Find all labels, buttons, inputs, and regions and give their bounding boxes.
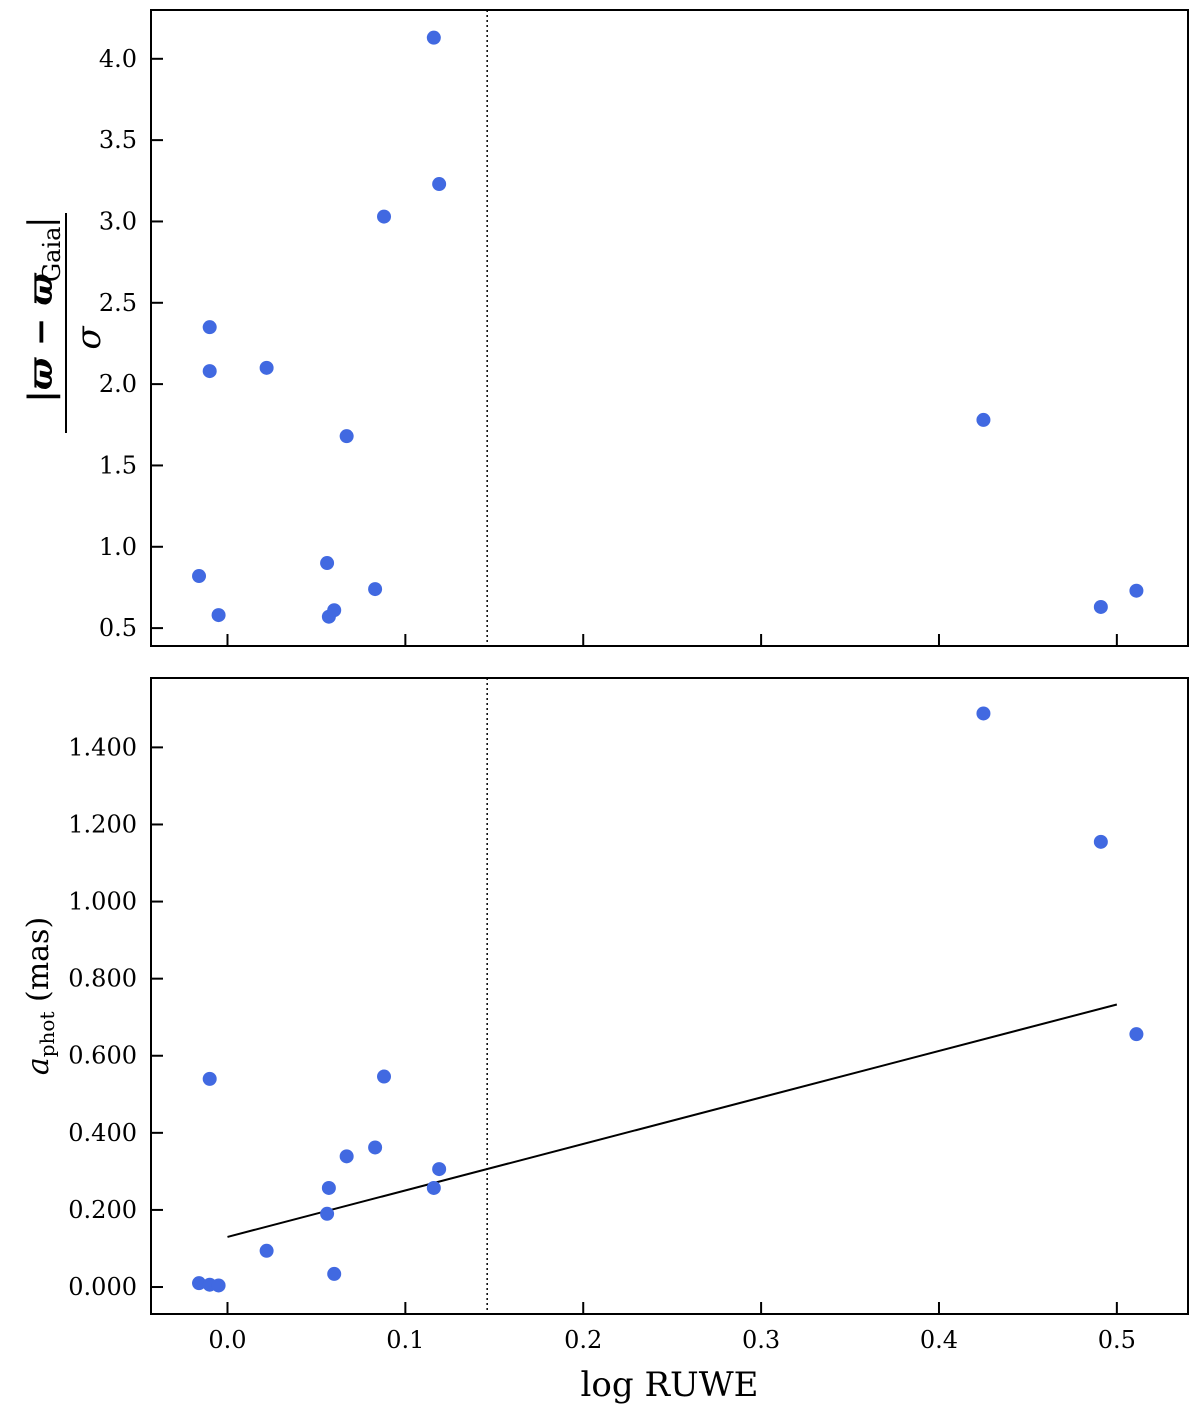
y-tick-label: 0.800 <box>68 965 137 993</box>
y-axis-subscript: Gaia <box>38 227 66 282</box>
data-point <box>339 1149 354 1164</box>
data-point <box>202 1071 217 1086</box>
data-point <box>976 706 991 721</box>
data-point <box>368 582 383 597</box>
plot-frame <box>150 9 1189 647</box>
y-axis-denominator: σ <box>69 326 109 350</box>
y-axis-label-text: aphot (mas) <box>21 917 59 1075</box>
x-tick-label: 0.4 <box>920 1326 958 1354</box>
x-tick-label: 0.0 <box>208 1326 246 1354</box>
y-tick-label: 0.200 <box>68 1196 137 1224</box>
data-point <box>432 1162 447 1177</box>
y-tick-label: 0.600 <box>68 1042 137 1070</box>
y-tick-label: 0.000 <box>68 1273 137 1301</box>
x-axis-label: log RUWE <box>581 1365 759 1405</box>
y-tick-label: 1.000 <box>68 888 137 916</box>
data-point <box>192 1276 207 1291</box>
data-point <box>1129 583 1144 598</box>
x-tick-label: 0.3 <box>742 1326 780 1354</box>
y-tick-label: 2.0 <box>99 370 137 398</box>
y-tick-label: 4.0 <box>99 45 137 73</box>
data-point <box>377 1069 392 1084</box>
x-tick-label: 0.1 <box>386 1326 424 1354</box>
y-tick-label: 1.400 <box>68 733 137 761</box>
data-point <box>976 412 991 427</box>
y-tick-label: 2.5 <box>99 289 137 317</box>
data-point <box>432 177 447 192</box>
bottom-panel: 0.000 0.200 0.400 0.600 0.800 1.000 1.200 1.400… <box>21 677 1189 1405</box>
plot-frame <box>150 677 1189 1315</box>
data-point <box>259 1243 274 1258</box>
data-point <box>426 30 441 45</box>
data-point <box>202 320 217 335</box>
x-tick-label: 0.5 <box>1098 1326 1136 1354</box>
y-axis-subscript: phot <box>35 1012 59 1058</box>
y-axis-bar: | <box>21 217 61 228</box>
data-point <box>1093 599 1108 614</box>
data-point <box>368 1140 383 1155</box>
data-point <box>426 1180 441 1195</box>
data-point <box>211 1278 226 1293</box>
data-point <box>320 1206 335 1221</box>
data-point <box>321 1180 336 1195</box>
data-point <box>1093 834 1108 849</box>
data-point <box>327 603 342 618</box>
y-axis-label: aphot (mas) <box>21 917 59 1075</box>
fit-line <box>227 1003 1118 1238</box>
data-point <box>211 608 226 623</box>
y-axis-numerator: |ϖ − ϖ <box>21 272 61 403</box>
y-tick-label: 1.5 <box>99 451 137 479</box>
data-point <box>259 360 274 375</box>
data-point <box>1129 1027 1144 1042</box>
x-tick-label: 0.2 <box>564 1326 602 1354</box>
data-point <box>327 1266 342 1281</box>
y-tick-label: 1.0 <box>99 533 137 561</box>
y-tick-label: 1.200 <box>68 810 137 838</box>
data-point <box>377 209 392 224</box>
data-point <box>192 569 207 584</box>
y-tick-label: 0.400 <box>68 1119 137 1147</box>
y-axis-symbol: a <box>21 1057 56 1075</box>
data-point <box>320 556 335 571</box>
y-axis-unit: (mas) <box>21 917 56 1012</box>
y-tick-label: 3.0 <box>99 207 137 235</box>
y-tick-label: 3.5 <box>99 126 137 154</box>
y-tick-label: 0.5 <box>99 614 137 642</box>
data-point <box>202 364 217 379</box>
data-point <box>339 429 354 444</box>
